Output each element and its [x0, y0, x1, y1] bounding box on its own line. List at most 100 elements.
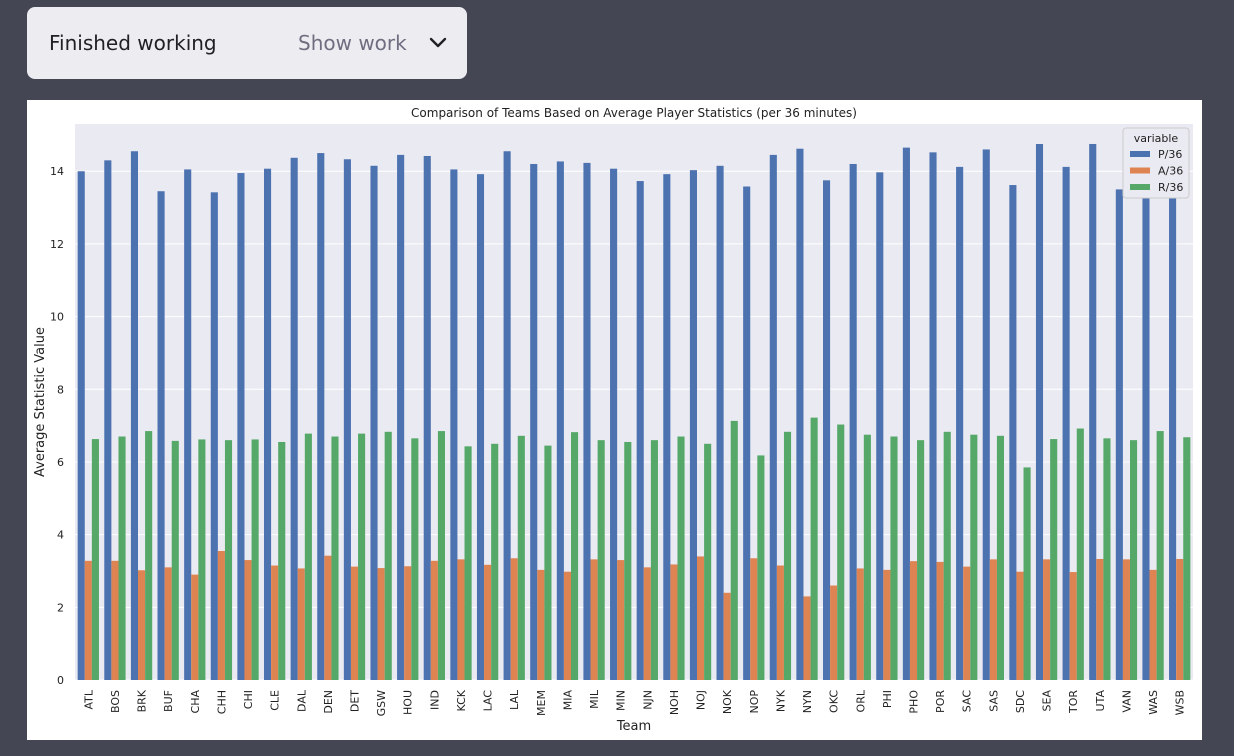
bar [863, 434, 871, 680]
x-tick-label: VAN [1120, 690, 1133, 713]
bar [251, 439, 259, 680]
bar [1130, 440, 1138, 680]
y-tick-label: 6 [57, 456, 64, 469]
y-tick-label: 0 [57, 674, 64, 687]
x-tick-label: DAL [295, 689, 308, 712]
bar [304, 433, 312, 680]
bar [164, 567, 172, 680]
bar [716, 165, 724, 681]
bar [783, 431, 792, 680]
status-title: Finished working [49, 31, 217, 55]
bar [663, 174, 671, 680]
legend-label: R/36 [1158, 181, 1183, 194]
bar [130, 151, 138, 681]
x-tick-label: BRK [136, 689, 149, 712]
bar [1176, 558, 1184, 680]
bar [530, 163, 538, 680]
bar [1043, 559, 1051, 680]
chevron-down-icon[interactable] [429, 34, 447, 52]
x-tick-label: PHO [908, 690, 921, 714]
x-tick-label: OKC [828, 690, 841, 713]
bar [636, 181, 644, 680]
x-tick-label: NOP [748, 690, 761, 714]
x-tick-label: NOH [668, 690, 681, 715]
bar [936, 561, 944, 680]
bar [1156, 431, 1164, 680]
x-axis-label: Team [616, 719, 651, 734]
bar [643, 567, 651, 680]
x-tick-label: DET [349, 690, 362, 712]
bar [696, 556, 705, 680]
bar [450, 169, 458, 680]
grid-lines [75, 170, 1193, 681]
bar [929, 152, 937, 680]
y-tick-label: 2 [57, 601, 64, 614]
bar [597, 440, 605, 680]
bar [571, 432, 579, 680]
x-tick-label: HOU [402, 690, 415, 715]
status-card: Finished working Show work [27, 7, 467, 79]
bar [909, 561, 918, 680]
bar [617, 560, 625, 680]
x-tick-label: NOJ [695, 690, 708, 710]
bar [556, 161, 564, 681]
x-tick-label: PHI [881, 690, 894, 708]
x-tick-label: CLE [269, 690, 282, 711]
bar [91, 439, 99, 680]
bar [1169, 191, 1177, 680]
bar [956, 166, 964, 680]
bar [358, 433, 366, 680]
bar [1142, 185, 1150, 680]
bar [796, 148, 804, 680]
x-tick-label: UTA [1094, 690, 1107, 712]
x-tick-label: WSB [1174, 690, 1187, 715]
y-tick-label: 4 [57, 529, 64, 542]
bar [902, 147, 910, 680]
bar [996, 435, 1005, 680]
x-axis: ATL BOS BRK BUF CHA CHH CHI CLE DAL DEN DET GSW HOU I… [82, 689, 1186, 716]
bar [624, 441, 632, 680]
bar [517, 435, 525, 680]
x-tick-label: ORL [854, 689, 867, 712]
bar [84, 560, 92, 680]
bar [856, 568, 864, 680]
bar [1076, 428, 1084, 680]
bar [730, 420, 738, 680]
bar [350, 566, 359, 680]
bar [145, 431, 153, 680]
legend-label: P/36 [1158, 148, 1182, 161]
legend-swatch [1130, 184, 1150, 190]
bar [237, 173, 245, 680]
chart-panel: Comparison of Teams Based on Average Pla… [27, 100, 1202, 740]
bar [963, 566, 971, 680]
bar [1016, 571, 1024, 680]
bar [810, 417, 818, 680]
bar [404, 566, 412, 680]
x-tick-label: DEN [322, 690, 335, 714]
bar [677, 436, 685, 680]
bar [970, 434, 978, 680]
bar [650, 440, 658, 680]
bar [464, 446, 472, 680]
x-tick-label: SDC [1014, 690, 1027, 713]
bar [1122, 559, 1131, 680]
bar [290, 157, 298, 680]
x-tick-label: ATL [82, 689, 95, 709]
bar [1096, 558, 1104, 680]
bar [1089, 143, 1097, 680]
y-tick-label: 12 [50, 238, 64, 251]
bar [411, 438, 419, 680]
show-work-button[interactable]: Show work [298, 23, 450, 63]
bar [377, 568, 385, 680]
x-tick-label: TOR [1067, 690, 1080, 714]
x-tick-label: MIN [615, 690, 628, 711]
x-tick-label: NYN [801, 690, 814, 713]
bar [137, 570, 146, 680]
bar [1023, 467, 1031, 680]
bar [384, 431, 392, 680]
bar [689, 170, 697, 680]
x-tick-label: LAC [482, 690, 495, 712]
y-tick-label: 10 [50, 311, 64, 324]
x-tick-label: GSW [375, 690, 388, 717]
bar [1062, 166, 1070, 680]
